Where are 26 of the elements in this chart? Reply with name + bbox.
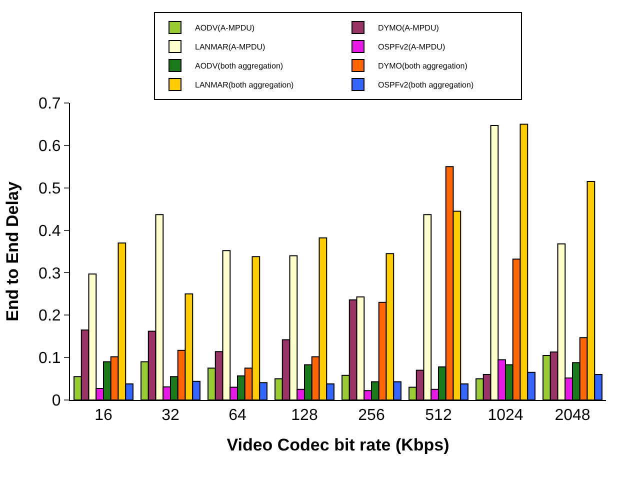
x-tick-label: 256 — [358, 407, 385, 424]
x-tick-label: 512 — [425, 407, 452, 424]
y-tick-label: 0 — [52, 392, 61, 410]
legend-label: DYMO(both aggregation) — [378, 62, 468, 71]
y-tick-label: 0.6 — [38, 138, 61, 156]
x-tick-label: 16 — [94, 407, 112, 424]
legend-label: AODV(A-MPDU) — [195, 24, 255, 33]
y-tick-label: 0.7 — [38, 96, 61, 113]
x-tick-label: 128 — [291, 407, 318, 424]
legend-label: LANMAR(both aggregation) — [195, 80, 294, 90]
legend-label: DYMO(A-MPDU) — [378, 24, 440, 33]
x-tick-label: 32 — [162, 407, 180, 424]
y-tick-label: 0.3 — [38, 265, 61, 282]
legend-label: AODV(both aggregation) — [195, 62, 284, 71]
legend-label: OSPFv2(both aggregation) — [378, 80, 474, 90]
legend-label: LANMAR(A-MPDU) — [195, 42, 266, 52]
x-tick-label: 2048 — [554, 407, 590, 424]
legend-label: OSPFv2(A-MPDU) — [378, 42, 446, 52]
x-axis-title: Video Codec bit rate (Kbps) — [226, 436, 450, 455]
y-axis-title: End to End Delay — [3, 181, 22, 322]
x-tick-label: 64 — [228, 407, 246, 424]
y-tick-label: 0.1 — [38, 350, 61, 368]
x-tick-label: 1024 — [488, 407, 524, 424]
y-tick-label: 0.5 — [38, 180, 61, 198]
y-tick-label: 0.2 — [38, 308, 61, 325]
y-tick-label: 0.4 — [38, 222, 61, 240]
